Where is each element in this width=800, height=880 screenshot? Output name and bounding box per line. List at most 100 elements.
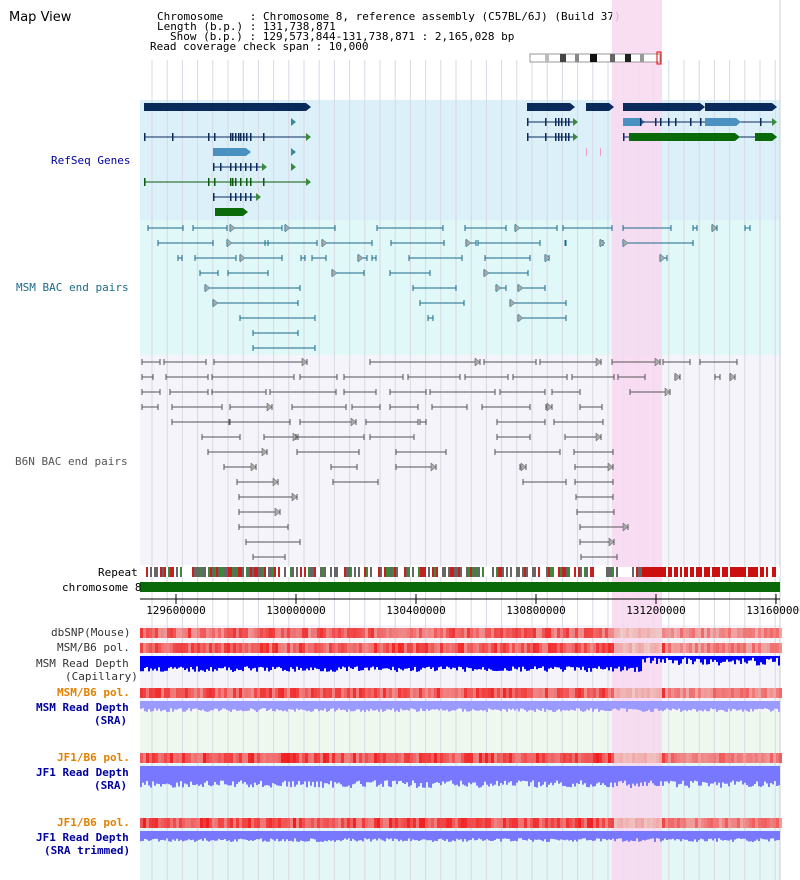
repeat-mark bbox=[386, 567, 388, 577]
msm-pol-cell bbox=[422, 643, 425, 653]
msm-depth-cap-bar bbox=[548, 656, 550, 669]
msm-depth-sra-bar bbox=[182, 701, 184, 712]
msm-depth-sra-bar bbox=[248, 701, 250, 711]
jf1-depth-bar bbox=[176, 766, 178, 783]
jf1-depth-trim-bar bbox=[590, 831, 592, 841]
jf1-depth-bar bbox=[604, 766, 606, 786]
msm-depth-cap-bar bbox=[426, 656, 428, 668]
msm-depth-sra-bar bbox=[514, 701, 516, 711]
msm-depth-sra-bar bbox=[328, 701, 330, 711]
jf1-depth-bar bbox=[474, 766, 476, 783]
jf1-pol-trim-cell bbox=[440, 818, 443, 828]
jf1-depth-bar bbox=[330, 766, 332, 781]
jf1-pol-trim-cell bbox=[539, 818, 542, 828]
track-label-refseq[interactable]: RefSeq Genes bbox=[51, 154, 131, 167]
msm-bac-pair-arrow bbox=[465, 238, 472, 248]
repeat-mark bbox=[724, 567, 726, 577]
msm-pol-sra-cell bbox=[611, 688, 614, 698]
repeat-mark bbox=[352, 567, 354, 577]
msm-depth-cap-bar bbox=[490, 656, 492, 670]
msm-depth-cap-bar bbox=[642, 656, 644, 660]
msm-depth-cap-bar bbox=[394, 656, 396, 671]
jf1-depth-trim-bar bbox=[472, 831, 474, 839]
jf1-depth-bar bbox=[722, 766, 724, 783]
msm-depth-cap-bar bbox=[746, 656, 748, 664]
jf1-depth-trim-bar bbox=[550, 831, 552, 839]
jf1-depth-trim-bar bbox=[488, 831, 490, 841]
msm-pol-sra-cell bbox=[644, 688, 647, 698]
jf1-depth-trim-bar bbox=[514, 831, 516, 841]
dbsnp-cell bbox=[503, 628, 506, 638]
msm-pol-sra-cell bbox=[770, 688, 773, 698]
repeat-mark bbox=[160, 567, 162, 577]
jf1-depth-bar bbox=[734, 766, 736, 785]
repeat-mark bbox=[260, 567, 262, 577]
jf1-depth-bar bbox=[486, 766, 488, 785]
jf1-pol-trim-cell bbox=[353, 818, 356, 828]
repeat-mark bbox=[630, 567, 632, 577]
jf1-depth-trim-bar bbox=[360, 831, 362, 841]
msm-pol-sra-cell bbox=[269, 688, 272, 698]
jf1-depth-bar bbox=[678, 766, 680, 785]
repeat-mark bbox=[324, 567, 326, 577]
jf1-pol-trim-cell bbox=[200, 818, 203, 828]
msm-depth-sra-bar bbox=[388, 701, 390, 710]
repeat-mark bbox=[424, 567, 426, 577]
msm-bac-pair-arrow bbox=[514, 223, 521, 233]
jf1-depth-bar bbox=[400, 766, 402, 781]
track-label-msm-bac[interactable]: MSM BAC end pairs bbox=[16, 281, 129, 294]
jf1-pol-cell bbox=[254, 753, 257, 763]
jf1-depth-trim-bar bbox=[684, 831, 686, 840]
repeat-mark bbox=[350, 567, 352, 577]
jf1-depth-bar bbox=[302, 766, 304, 785]
msm-depth-sra-bar bbox=[436, 701, 438, 710]
jf1-pol-cell bbox=[434, 753, 437, 763]
dbsnp-cell bbox=[242, 628, 245, 638]
jf1-depth-bar bbox=[390, 766, 392, 788]
repeat-mark bbox=[366, 567, 368, 577]
gene-strand-arrow bbox=[772, 133, 777, 141]
msm-depth-cap-bar bbox=[182, 656, 184, 668]
repeat-mark bbox=[558, 567, 560, 577]
repeat-mark bbox=[336, 567, 338, 577]
refseq-gene bbox=[705, 103, 772, 111]
jf1-pol-trim-cell bbox=[716, 818, 719, 828]
jf1-depth-trim-bar bbox=[680, 831, 682, 842]
msm-depth-sra-bar bbox=[390, 701, 392, 711]
dbsnp-cell bbox=[449, 628, 452, 638]
jf1-depth-trim-bar bbox=[578, 831, 580, 840]
msm-depth-sra-bar bbox=[304, 701, 306, 711]
dbsnp-cell bbox=[149, 628, 152, 638]
jf1-depth-trim-bar bbox=[344, 831, 346, 839]
msm-pol-cell bbox=[755, 643, 758, 653]
jf1-depth-bar bbox=[246, 766, 248, 785]
msm-depth-sra-bar bbox=[694, 701, 696, 710]
jf1-depth-bar bbox=[150, 766, 152, 788]
jf1-depth-bar bbox=[316, 766, 318, 782]
repeat-mark bbox=[496, 567, 498, 577]
dbsnp-cell bbox=[725, 628, 728, 638]
jf1-pol-trim-cell bbox=[557, 818, 560, 828]
msm-pol-sra-cell bbox=[536, 688, 539, 698]
jf1-pol-trim-cell bbox=[518, 818, 521, 828]
gene-strand-arrow bbox=[735, 133, 740, 141]
jf1-pol-trim-cell bbox=[512, 818, 515, 828]
repeat-mark bbox=[432, 567, 434, 577]
msm-depth-cap-bar bbox=[486, 656, 488, 671]
msm-depth-sra-bar bbox=[612, 701, 614, 710]
msm-depth-cap-bar bbox=[448, 656, 450, 668]
track-label-b6n-bac[interactable]: B6N BAC end pairs bbox=[15, 455, 128, 468]
msm-pol-sra-cell bbox=[164, 688, 167, 698]
msm-pol-cell bbox=[380, 643, 383, 653]
msm-pol-cell bbox=[461, 643, 464, 653]
msm-depth-sra-bar bbox=[546, 701, 548, 710]
jf1-depth-bar bbox=[254, 766, 256, 783]
dbsnp-cell bbox=[623, 628, 626, 638]
jf1-depth-bar bbox=[714, 766, 716, 782]
msm-pol-sra-cell bbox=[527, 688, 530, 698]
repeat-mark bbox=[668, 567, 670, 577]
msm-depth-sra-bar bbox=[700, 701, 702, 711]
dbsnp-cell bbox=[272, 628, 275, 638]
msm-pol-cell bbox=[584, 643, 587, 653]
